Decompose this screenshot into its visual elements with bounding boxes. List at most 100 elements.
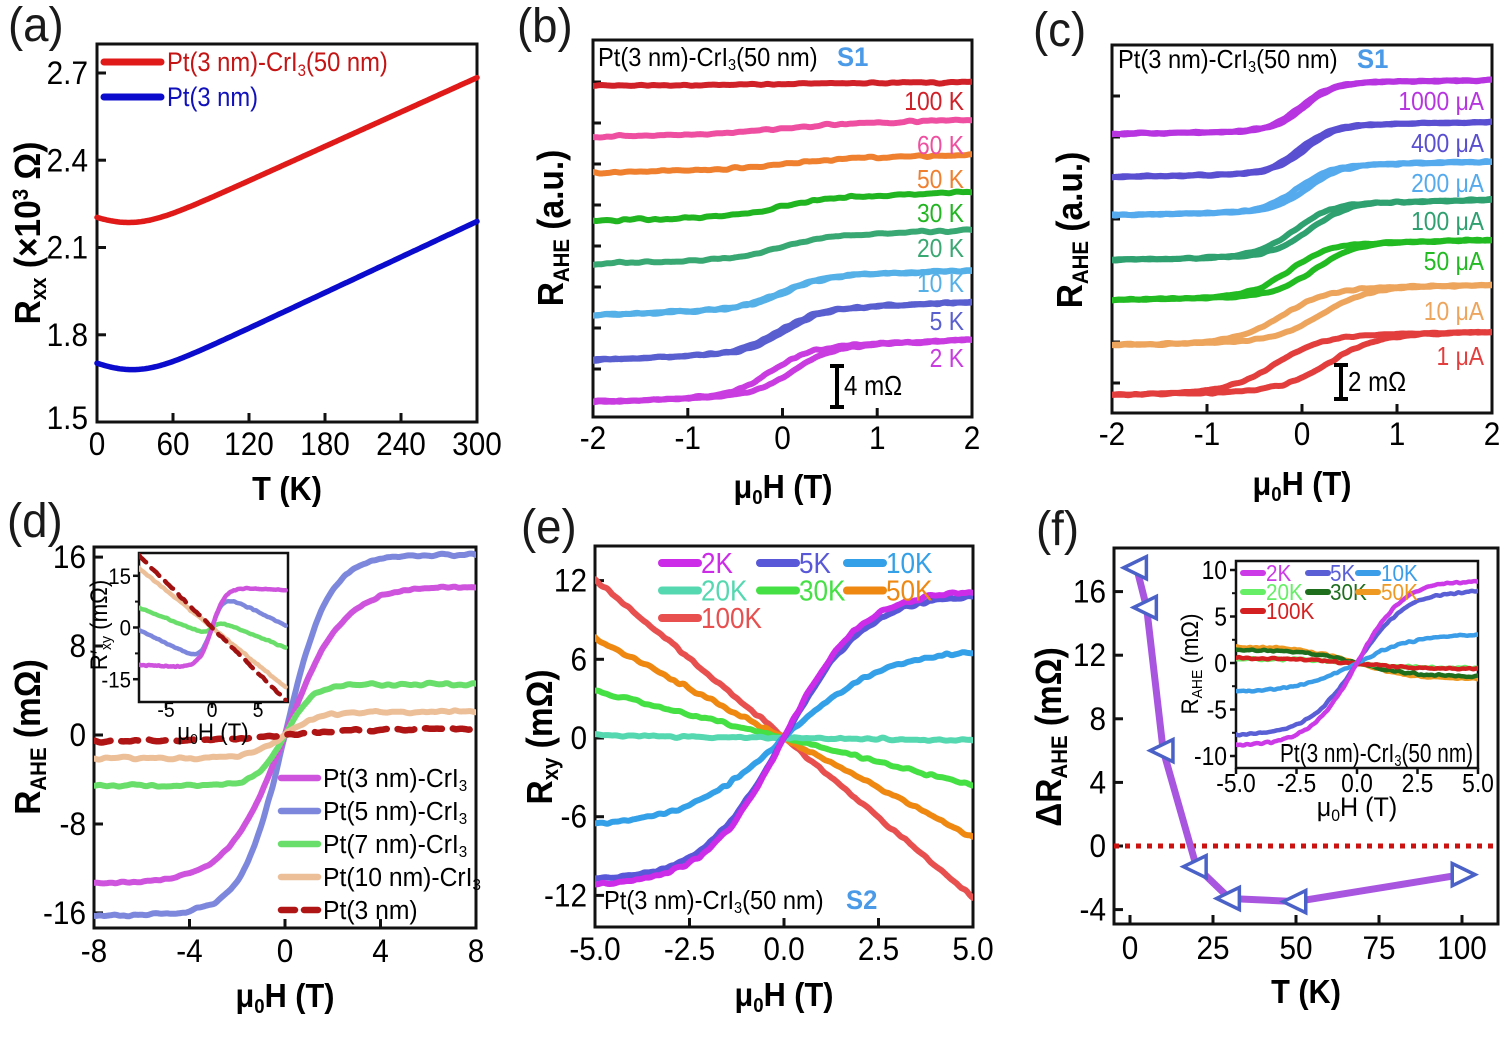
svg-text:μ0​H (T): μ0​H (T) — [177, 718, 248, 748]
svg-text:5.0: 5.0 — [952, 931, 993, 967]
svg-text:60: 60 — [156, 426, 189, 462]
svg-text:240: 240 — [376, 426, 426, 462]
svg-text:Pt(3 nm): Pt(3 nm) — [167, 83, 258, 113]
svg-text:μ0​H (T): μ0​H (T) — [1253, 465, 1352, 506]
svg-text:4: 4 — [1089, 764, 1106, 800]
svg-text:10K: 10K — [1381, 560, 1418, 586]
svg-text:RAHE​ (mΩ): RAHE​ (mΩ) — [1176, 613, 1206, 714]
svg-text:T (K): T (K) — [1271, 973, 1341, 1010]
svg-text:2K: 2K — [701, 547, 733, 580]
svg-text:0: 0 — [1294, 416, 1311, 452]
svg-text:Pt(3 nm)-CrI3​(50 nm): Pt(3 nm)-CrI3​(50 nm) — [604, 887, 824, 917]
svg-text:Pt(5 nm)-CrI3​: Pt(5 nm)-CrI3​ — [323, 797, 467, 828]
svg-text:-2.5: -2.5 — [664, 931, 715, 967]
svg-text:-4: -4 — [1080, 892, 1106, 928]
svg-text:0: 0 — [1214, 650, 1227, 679]
svg-text:μ0​H (T): μ0​H (T) — [1317, 791, 1397, 825]
svg-text:50K: 50K — [1381, 579, 1418, 605]
svg-text:4: 4 — [372, 933, 389, 969]
svg-text:100: 100 — [1437, 930, 1487, 966]
svg-text:5: 5 — [1214, 603, 1227, 632]
svg-text:Pt(3 nm)-CrI3​(50 nm): Pt(3 nm)-CrI3​(50 nm) — [1280, 739, 1473, 771]
svg-text:50K: 50K — [886, 574, 933, 607]
svg-text:200 μA: 200 μA — [1411, 170, 1485, 199]
svg-text:-1: -1 — [675, 420, 701, 456]
svg-text:8: 8 — [69, 628, 86, 664]
svg-text:20K: 20K — [1266, 579, 1303, 605]
svg-text:T (K): T (K) — [252, 470, 322, 507]
svg-text:30K: 30K — [799, 574, 846, 607]
svg-text:16: 16 — [53, 539, 86, 575]
svg-text:5K: 5K — [1330, 560, 1356, 586]
svg-text:0: 0 — [89, 426, 106, 462]
svg-text:1.5: 1.5 — [47, 400, 88, 436]
svg-text:-12: -12 — [544, 877, 587, 913]
svg-text:Pt(10 nm)-CrI3​: Pt(10 nm)-CrI3​ — [323, 863, 481, 894]
svg-text:50: 50 — [1279, 930, 1312, 966]
svg-text:0: 0 — [570, 720, 587, 756]
svg-text:-5: -5 — [157, 699, 174, 722]
svg-text:10 μA: 10 μA — [1424, 298, 1485, 327]
svg-text:(e): (e) — [521, 500, 577, 553]
svg-text:1: 1 — [1389, 416, 1406, 452]
svg-text:5 K: 5 K — [930, 308, 965, 337]
svg-text:Pt(3 nm)-CrI3​: Pt(3 nm)-CrI3​ — [323, 764, 467, 795]
svg-text:100 μA: 100 μA — [1411, 208, 1485, 237]
svg-text:2.5: 2.5 — [858, 931, 899, 967]
svg-text:0: 0 — [1122, 930, 1139, 966]
svg-text:100K: 100K — [701, 602, 763, 635]
svg-text:RAHE​ (a.u.): RAHE​ (a.u.) — [532, 150, 574, 307]
svg-text:180: 180 — [300, 426, 350, 462]
svg-text:2.4: 2.4 — [47, 142, 88, 178]
svg-text:75: 75 — [1362, 930, 1395, 966]
svg-text:2.1: 2.1 — [47, 230, 88, 266]
svg-text:-2.5: -2.5 — [1277, 770, 1316, 799]
svg-text:Pt(7 nm)-CrI3​: Pt(7 nm)-CrI3​ — [323, 830, 467, 861]
svg-text:μ0​H (T): μ0​H (T) — [734, 468, 833, 509]
svg-text:2 mΩ: 2 mΩ — [1348, 365, 1406, 397]
svg-text:Pt(3 nm)-CrI3​(50 nm): Pt(3 nm)-CrI3​(50 nm) — [598, 44, 818, 74]
svg-text:2.7: 2.7 — [47, 55, 88, 91]
svg-text:Rxy​ (mΩ): Rxy​ (mΩ) — [521, 669, 563, 804]
svg-text:20K: 20K — [701, 574, 748, 607]
svg-text:S1: S1 — [837, 41, 868, 72]
svg-text:0.0: 0.0 — [1341, 770, 1373, 799]
svg-text:0: 0 — [207, 699, 218, 722]
svg-text:8: 8 — [468, 933, 485, 969]
svg-text:5: 5 — [253, 699, 264, 722]
svg-text:50 μA: 50 μA — [1424, 248, 1485, 277]
svg-text:S1: S1 — [1357, 43, 1388, 74]
svg-text:(a): (a) — [8, 0, 64, 51]
svg-text:(c): (c) — [1033, 3, 1086, 56]
svg-text:(d): (d) — [7, 494, 63, 547]
svg-text:12: 12 — [554, 563, 587, 599]
svg-text:1.8: 1.8 — [47, 317, 88, 353]
svg-text:5.0: 5.0 — [1462, 770, 1494, 799]
svg-text:2: 2 — [964, 420, 981, 456]
svg-text:0: 0 — [120, 616, 131, 641]
svg-text:0: 0 — [774, 420, 791, 456]
svg-text:ΔRAHE​ (mΩ): ΔRAHE​ (mΩ) — [1030, 647, 1072, 827]
svg-text:RAHE​ (mΩ): RAHE​ (mΩ) — [9, 659, 51, 815]
svg-text:-6: -6 — [561, 799, 587, 835]
svg-text:0: 0 — [1089, 828, 1106, 864]
svg-text:100K: 100K — [1266, 598, 1315, 624]
svg-text:-4: -4 — [176, 933, 202, 969]
svg-text:10K: 10K — [886, 547, 933, 580]
svg-text:60 K: 60 K — [917, 132, 965, 161]
svg-text:100 K: 100 K — [904, 88, 964, 117]
svg-text:16: 16 — [1073, 574, 1106, 610]
svg-text:-8: -8 — [60, 806, 86, 842]
svg-text:120: 120 — [224, 426, 274, 462]
svg-text:-5.0: -5.0 — [1216, 770, 1255, 799]
svg-text:RAHE​ (a.u.): RAHE​ (a.u.) — [1051, 152, 1093, 309]
svg-text:(f): (f) — [1036, 502, 1079, 555]
svg-text:30 K: 30 K — [917, 200, 965, 229]
svg-text:1 μA: 1 μA — [1437, 343, 1485, 372]
svg-text:-2: -2 — [1099, 416, 1125, 452]
svg-text:1: 1 — [869, 420, 886, 456]
svg-text:2: 2 — [1484, 416, 1501, 452]
svg-text:5K: 5K — [799, 547, 831, 580]
svg-text:6: 6 — [570, 641, 587, 677]
svg-text:0.0: 0.0 — [763, 931, 804, 967]
